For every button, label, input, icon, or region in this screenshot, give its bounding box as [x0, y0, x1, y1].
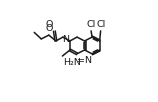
Text: Cl: Cl [86, 20, 96, 29]
Text: O: O [46, 24, 53, 33]
Text: Cl: Cl [96, 20, 105, 29]
Text: H₂N: H₂N [63, 58, 81, 67]
Text: N: N [62, 35, 70, 44]
Text: O: O [46, 20, 53, 29]
Text: =N: =N [77, 56, 92, 65]
